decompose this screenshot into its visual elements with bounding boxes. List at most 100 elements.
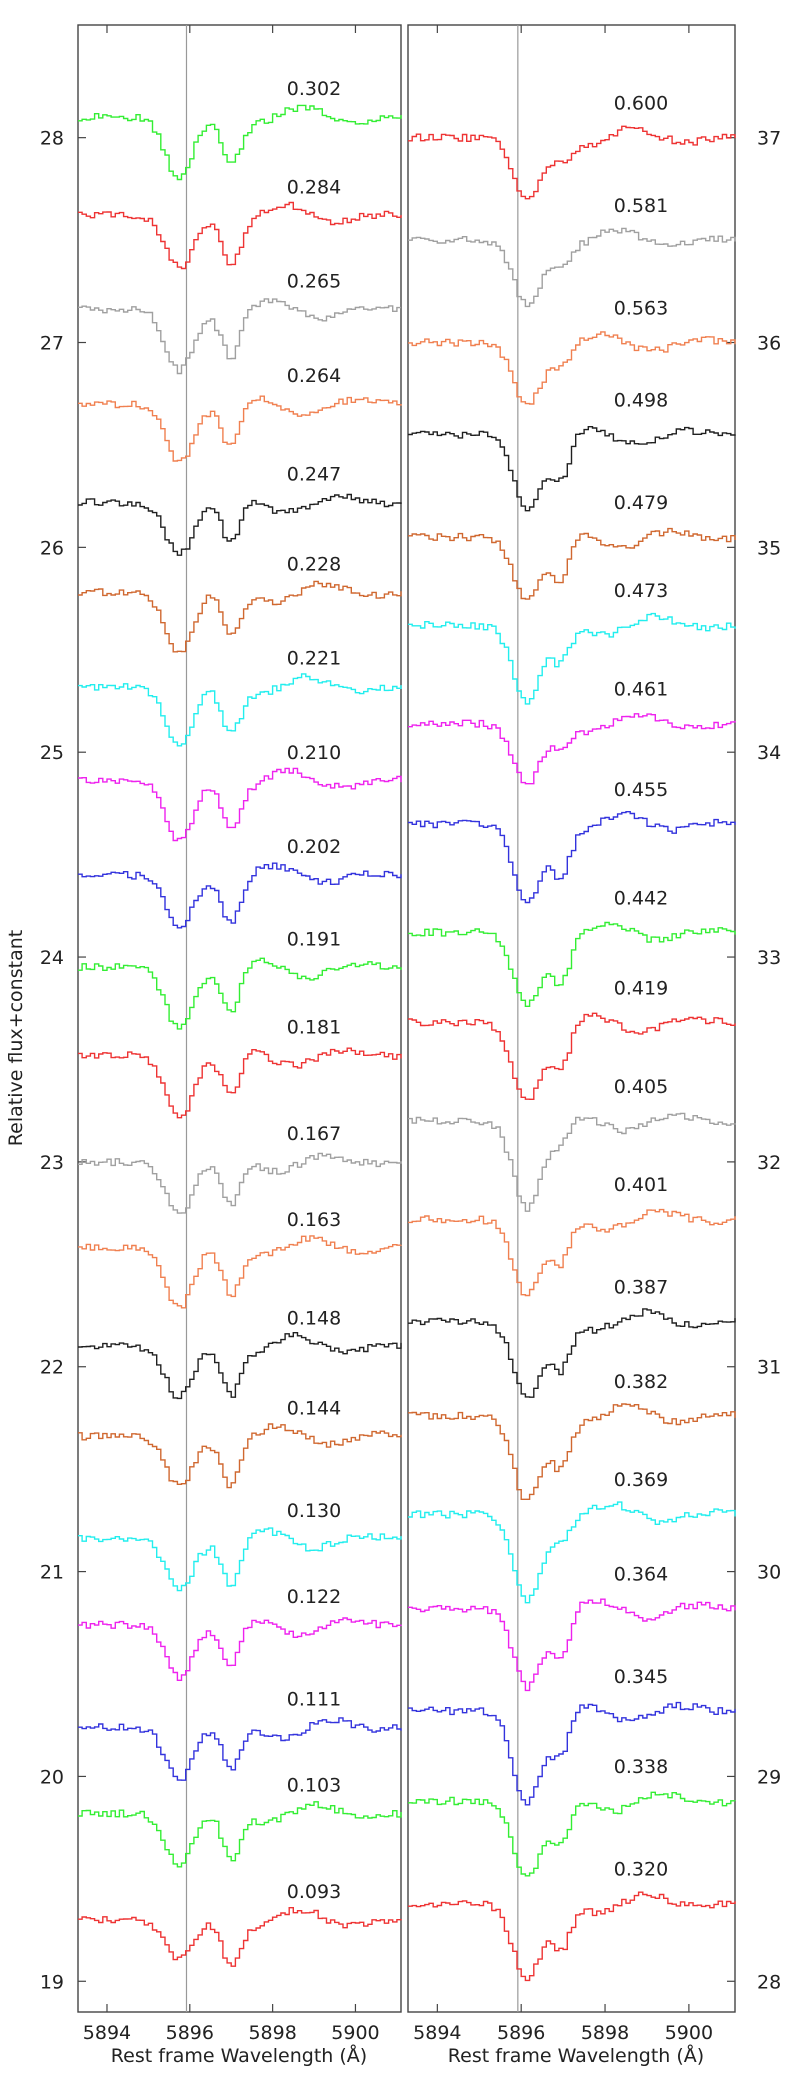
spectrum-label: 0.247: [287, 463, 341, 485]
spectrum-line-0.498: [408, 426, 736, 512]
spectrum-label: 0.320: [614, 1858, 668, 1880]
spectrum-line-0.144: [78, 1423, 402, 1489]
spectrum-line-0.419: [408, 1012, 736, 1101]
spectrum-line-0.221: [78, 673, 402, 747]
spectrum-line-0.148: [78, 1331, 402, 1400]
left-y-tick-label: 24: [40, 947, 64, 969]
left-x-tick-label: 5894: [83, 2022, 131, 2044]
spectrum-line-0.401: [408, 1208, 736, 1297]
spectrum-label: 0.461: [614, 679, 668, 701]
spectrum-line-0.461: [408, 713, 736, 785]
spectrum-label: 0.148: [287, 1307, 341, 1329]
spectrum-label: 0.473: [614, 580, 668, 602]
right-panel: 589458965898590028293031323334353637380.…: [407, 24, 781, 2044]
spectrum-label: 0.111: [287, 1688, 341, 1710]
spectrum-line-0.181: [78, 1047, 402, 1119]
left-y-tick-label: 19: [40, 1971, 64, 1993]
spectrum-line-0.103: [78, 1801, 402, 1868]
spectrum-label: 0.581: [614, 195, 668, 217]
spectrum-line-0.364: [408, 1598, 736, 1692]
left-y-tick-label: 28: [40, 128, 64, 150]
x-axis-title-right: Rest frame Wavelength (Å): [448, 2044, 704, 2067]
spectrum-label: 0.228: [287, 553, 341, 575]
spectrum-label: 0.093: [287, 1881, 341, 1903]
spectrum-line-0.247: [78, 493, 402, 556]
spectrum-label: 0.419: [614, 978, 668, 1000]
spectrum-line-0.338: [408, 1791, 736, 1877]
spectrum-label: 0.181: [287, 1016, 341, 1038]
spectrum-line-0.479: [408, 527, 736, 600]
spectrum-line-0.473: [408, 612, 736, 705]
spectrum-label: 0.369: [614, 1469, 668, 1491]
spectrum-line-0.387: [408, 1308, 736, 1398]
spectrum-line-0.265: [78, 298, 401, 375]
spectrum-label: 0.163: [287, 1209, 341, 1231]
left-panel: 5894 5896 5898 5900 19 20 21 22 23 24 25 26 27 28 0.30…: [40, 24, 402, 2044]
spectrum-label: 0.103: [287, 1774, 341, 1796]
spectrum-label: 0.382: [614, 1371, 668, 1393]
spectrum-line-0.111: [78, 1717, 402, 1781]
right-y-tick-label: 36: [757, 333, 781, 355]
spectrum-line-0.320: [408, 1891, 736, 1982]
left-y-tick-label: 20: [40, 1766, 64, 1788]
left-y-tick-label: 25: [40, 742, 64, 764]
spectrum-line-0.442: [408, 921, 736, 1007]
right-y-tick-label: 32: [757, 1152, 781, 1174]
spectrum-line-0.210: [78, 767, 402, 842]
spectrum-label: 0.122: [287, 1586, 341, 1608]
spectrum-line-0.202: [78, 862, 402, 929]
spectrum-line-0.228: [78, 580, 402, 653]
left-y-tick-label: 22: [40, 1357, 64, 1379]
spectrum-label: 0.265: [287, 271, 341, 293]
left-frame: [77, 24, 402, 2013]
spectrum-label: 0.302: [287, 78, 341, 100]
right-y-tick-label: 37: [757, 128, 781, 150]
spectrum-label: 0.364: [614, 1563, 668, 1585]
right-y-tick-label: 30: [757, 1562, 781, 1584]
right-y-tick-label: 35: [757, 537, 781, 559]
left-x-tick-label: 5898: [248, 2022, 296, 2044]
spectrum-line-0.302: [78, 104, 402, 181]
spectrum-line-0.163: [78, 1235, 402, 1309]
y-axis-title: Relative flux+constant: [5, 930, 27, 1146]
right-x-tick-label: 5898: [581, 2022, 629, 2044]
spectrum-label: 0.191: [287, 928, 341, 950]
right-y-tick-label: 28: [757, 1971, 781, 1993]
left-y-tick-label: 21: [40, 1562, 64, 1584]
left-x-tick-label: 5900: [331, 2022, 379, 2044]
spectrum-line-0.284: [78, 201, 402, 270]
spectrum-line-0.093: [78, 1906, 402, 1967]
left-x-tick-label: 5896: [166, 2022, 214, 2044]
spectrum-label: 0.387: [614, 1277, 668, 1299]
spectrum-label: 0.455: [614, 779, 668, 801]
left-y-tick-label: 26: [40, 537, 64, 559]
left-y-tick-label: 27: [40, 333, 64, 355]
spectrum-line-0.191: [78, 957, 402, 1030]
spectrum-label: 0.167: [287, 1123, 341, 1145]
spectrum-label: 0.210: [287, 742, 341, 764]
spectrum-label: 0.479: [614, 492, 668, 514]
spectrum-label: 0.563: [614, 298, 668, 320]
spectrum-line-0.122: [78, 1617, 402, 1682]
spectrum-label: 0.130: [287, 1500, 341, 1522]
spectrum-label: 0.284: [287, 177, 341, 199]
left-y-tick-label: 23: [40, 1152, 64, 1174]
spectrum-line-0.405: [408, 1112, 736, 1212]
spectrum-line-0.382: [408, 1403, 736, 1501]
spectrum-line-0.264: [78, 395, 402, 462]
spectrum-line-0.369: [408, 1501, 736, 1604]
right-y-tick-label: 31: [757, 1357, 781, 1379]
spectrum-label: 0.144: [287, 1397, 341, 1419]
right-x-tick-label: 5894: [413, 2022, 461, 2044]
spectrum-label: 0.498: [614, 390, 668, 412]
spectrum-label: 0.264: [287, 365, 341, 387]
spectrum-label: 0.442: [614, 887, 668, 909]
spectrum-line-0.581: [408, 227, 736, 308]
spectrum-label: 0.600: [614, 93, 668, 115]
right-y-tick-label: 33: [757, 947, 781, 969]
spectrum-label: 0.338: [614, 1756, 668, 1778]
spectrum-line-0.345: [408, 1701, 736, 1806]
spectrum-line-0.167: [78, 1152, 402, 1214]
spectrum-line-0.563: [408, 331, 736, 405]
spectrum-label: 0.401: [614, 1174, 668, 1196]
